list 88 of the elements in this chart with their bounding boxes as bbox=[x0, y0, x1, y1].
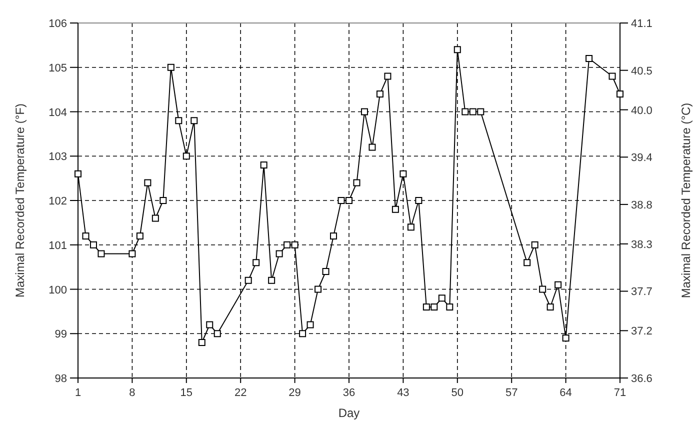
point bbox=[477, 108, 484, 116]
point bbox=[384, 72, 392, 80]
point bbox=[144, 179, 152, 186]
point bbox=[338, 197, 345, 204]
x-tick-label: 43 bbox=[397, 387, 410, 399]
point bbox=[446, 304, 454, 310]
point bbox=[562, 334, 570, 342]
point bbox=[260, 162, 268, 168]
point bbox=[291, 241, 298, 248]
y-tick-label: 105 bbox=[48, 62, 67, 74]
point bbox=[152, 214, 159, 222]
point bbox=[524, 259, 531, 266]
point bbox=[98, 250, 105, 258]
x-axis-title: Day bbox=[338, 406, 360, 420]
point bbox=[546, 304, 554, 310]
point bbox=[284, 241, 291, 248]
point bbox=[276, 250, 283, 258]
y2-tick-label: 40.5 bbox=[631, 65, 652, 78]
point bbox=[539, 286, 546, 293]
point bbox=[90, 241, 97, 248]
point bbox=[160, 197, 167, 204]
x-tick-label: 1 bbox=[74, 387, 82, 399]
y-tick-label: 102 bbox=[48, 196, 67, 208]
x-tick-label: 22 bbox=[234, 387, 247, 399]
point bbox=[586, 55, 593, 62]
point bbox=[322, 268, 330, 275]
point bbox=[330, 232, 338, 240]
x-tick-label: 15 bbox=[180, 387, 193, 399]
point bbox=[608, 72, 616, 80]
point bbox=[554, 281, 562, 288]
y2-tick-label: 41.1 bbox=[631, 18, 652, 30]
point bbox=[136, 232, 144, 240]
y2-tick-label: 36.6 bbox=[631, 373, 652, 385]
point bbox=[531, 241, 538, 248]
point bbox=[407, 224, 414, 231]
x-tick-label: 57 bbox=[505, 387, 518, 399]
point bbox=[422, 304, 430, 310]
y-tick-label: 104 bbox=[48, 106, 67, 119]
point bbox=[415, 197, 422, 204]
x-tick-label: 8 bbox=[129, 387, 136, 399]
x-tick-label: 29 bbox=[288, 387, 301, 399]
y2-tick-label: 37.7 bbox=[631, 286, 652, 298]
point bbox=[392, 206, 399, 213]
point bbox=[469, 108, 476, 116]
y-tick-label: 100 bbox=[48, 284, 67, 296]
y-tick-label: 99 bbox=[54, 328, 67, 341]
point bbox=[353, 179, 360, 186]
point bbox=[360, 108, 368, 116]
x-tick-label: 71 bbox=[614, 387, 626, 399]
point bbox=[167, 64, 174, 71]
y2-axis-title: Maximal Recorded Temperature (°C) bbox=[679, 102, 693, 298]
point bbox=[214, 330, 221, 338]
y2-tick-label: 37.2 bbox=[631, 326, 652, 338]
point bbox=[346, 197, 352, 204]
x-tick-label: 36 bbox=[342, 387, 356, 399]
point bbox=[128, 250, 136, 258]
point bbox=[400, 170, 407, 178]
point bbox=[438, 294, 446, 302]
point bbox=[252, 259, 260, 266]
point bbox=[244, 276, 252, 284]
y2-tick-label: 38.8 bbox=[631, 199, 652, 212]
point bbox=[616, 90, 624, 98]
point bbox=[206, 321, 214, 328]
x-tick-label: 64 bbox=[560, 387, 572, 399]
point bbox=[74, 170, 82, 178]
point bbox=[268, 276, 276, 284]
point bbox=[190, 117, 198, 124]
point bbox=[454, 46, 461, 54]
point bbox=[376, 90, 384, 98]
y2-tick-label: 39.4 bbox=[631, 152, 652, 164]
point bbox=[462, 108, 469, 116]
y-tick-label: 103 bbox=[48, 151, 67, 164]
y-axis-title: Maximal Recorded Temperature (°F) bbox=[13, 104, 27, 298]
y2-tick-label: 40.0 bbox=[631, 104, 652, 117]
y-tick-label: 101 bbox=[48, 240, 67, 252]
point bbox=[368, 144, 376, 151]
point bbox=[299, 330, 306, 338]
point bbox=[175, 117, 182, 124]
point bbox=[314, 286, 322, 293]
point bbox=[198, 339, 206, 346]
x-tick-label: 50 bbox=[451, 387, 464, 399]
y2-tick-label: 38.3 bbox=[631, 238, 652, 251]
y-tick-label: 98 bbox=[54, 373, 67, 385]
point bbox=[430, 304, 438, 310]
point bbox=[82, 232, 90, 240]
point bbox=[182, 152, 190, 160]
y-tick-label: 106 bbox=[48, 18, 67, 30]
point bbox=[306, 321, 314, 328]
